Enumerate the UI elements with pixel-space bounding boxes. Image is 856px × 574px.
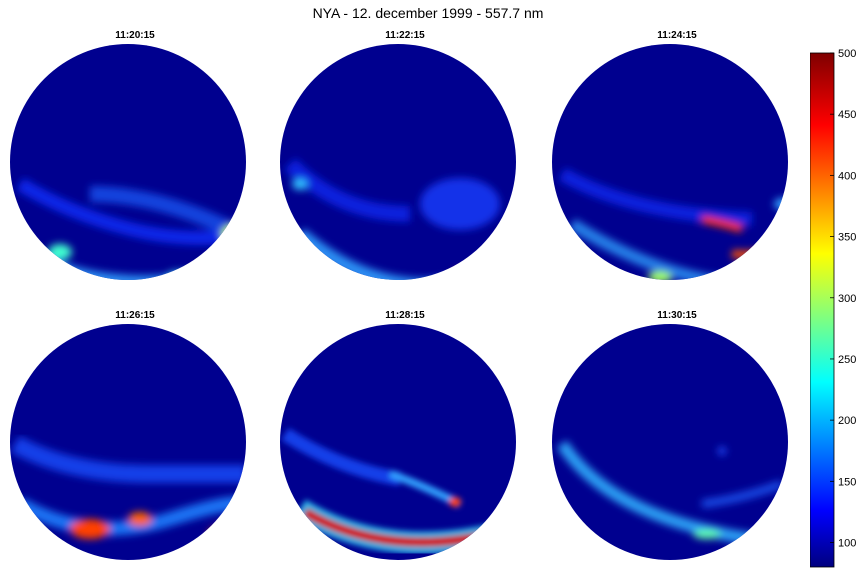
figure-title: NYA - 12. december 1999 - 557.7 nm bbox=[312, 5, 544, 21]
colorbar-tick-label: 400 bbox=[838, 170, 856, 182]
colorbar: 500 450 400 350 300 250 200 150 100 bbox=[810, 48, 856, 568]
panel-time-label: 11:22:15 bbox=[385, 30, 425, 41]
colorbar-tick-label: 250 bbox=[838, 354, 856, 366]
panel-time-label: 11:28:15 bbox=[385, 310, 425, 321]
allsky-image bbox=[280, 324, 516, 560]
colorbar-tick-label: 200 bbox=[838, 415, 856, 427]
colorbar-tick-label: 150 bbox=[838, 476, 856, 488]
allsky-image bbox=[280, 44, 516, 280]
colorbar-tick-label: 450 bbox=[838, 109, 856, 121]
allsky-image bbox=[552, 44, 788, 280]
colorbar-tick-label: 500 bbox=[838, 48, 856, 60]
panel-time-label: 11:26:15 bbox=[115, 310, 155, 321]
panel-time-label: 11:30:15 bbox=[657, 310, 697, 321]
allsky-image bbox=[552, 324, 788, 560]
colorbar-tick-label: 300 bbox=[838, 293, 856, 305]
allsky-image bbox=[10, 324, 246, 560]
panel-time-label: 11:24:15 bbox=[657, 30, 697, 41]
allsky-image bbox=[10, 44, 246, 280]
colorbar-tick-label: 350 bbox=[838, 232, 856, 244]
panel-time-label: 11:20:15 bbox=[115, 30, 155, 41]
colorbar-gradient bbox=[810, 52, 835, 568]
colorbar-tick-label: 100 bbox=[838, 538, 856, 550]
